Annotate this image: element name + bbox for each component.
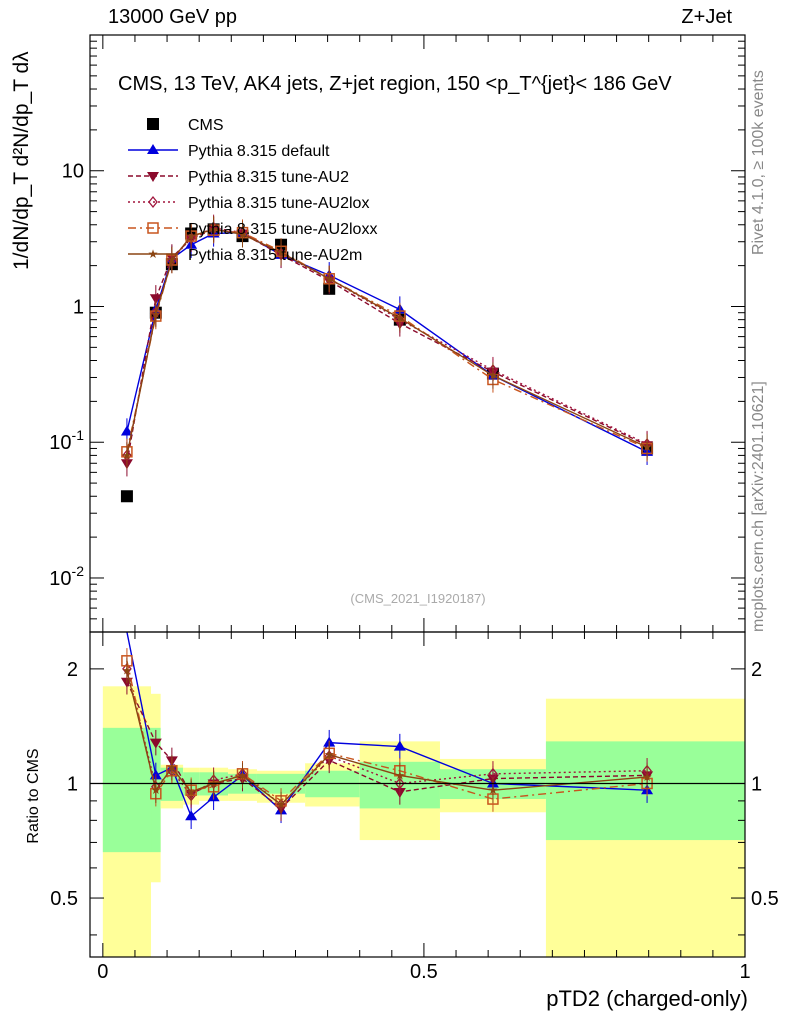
legend: CMS Pythia 8.315 default Pythia 8.315 tune… <box>128 117 377 264</box>
ratio-point-default <box>185 810 198 821</box>
point-au2m: ★ <box>166 253 177 267</box>
legend-label-default: Pythia 8.315 default <box>188 143 330 160</box>
point-au2m: ★ <box>150 307 161 321</box>
rivet-label: Rivet 4.1.0, ≥ 100k events <box>750 70 767 255</box>
ratio-point-au2m: ★ <box>122 664 133 678</box>
legend-label-au2lox: Pythia 8.315 tune-AU2lox <box>188 195 369 212</box>
legend-label-au2m: Pythia 8.315 tune-AU2m <box>188 247 362 264</box>
ratio-point-default <box>393 740 406 751</box>
point-au2m: ★ <box>122 448 133 462</box>
y-tick-label: 10 <box>62 161 84 183</box>
ratio-point-au2m: ★ <box>488 783 499 797</box>
point-au2m: ★ <box>208 222 219 236</box>
series-line-default <box>126 231 648 453</box>
ratio-y-tick-label: 2 <box>67 659 78 681</box>
point-au2m: ★ <box>237 227 248 241</box>
x-tick-label: 0.5 <box>410 961 438 983</box>
series-line-au2 <box>126 228 648 464</box>
header-right: Z+Jet <box>681 6 732 28</box>
ratio-uncertainty-bands <box>102 686 745 957</box>
legend-marker-au2loxx <box>147 222 159 234</box>
legend-marker-au2m: ★ <box>148 247 159 261</box>
main-series-lines: ★ ★ ★ ★ ★ ★ ★ ★ ★ ★ ★ <box>120 214 654 503</box>
ratio-y-axis-label: Ratio to CMS <box>25 748 42 843</box>
ratio-point-au2m: ★ <box>394 768 405 782</box>
x-tick-label: 1 <box>739 961 750 983</box>
point-au2m: ★ <box>642 440 653 454</box>
y-tick-label: 1 <box>73 296 84 318</box>
legend-marker-cms <box>147 118 159 130</box>
legend-label-cms: CMS <box>188 117 224 134</box>
svg-text:1/dN/dp_T d²N/dp_T dλ: 1/dN/dp_T d²N/dp_T dλ <box>10 51 33 270</box>
point-au2m: ★ <box>186 229 197 243</box>
ratio-point-au2m: ★ <box>166 761 177 775</box>
ratio-point-au2m: ★ <box>150 783 161 797</box>
point-cms <box>120 490 133 503</box>
legend-label-au2loxx: Pythia 8.315 tune-AU2loxx <box>188 221 377 238</box>
ratio-point-au2 <box>149 738 162 749</box>
band-inner <box>102 727 152 853</box>
point-default <box>120 425 133 436</box>
point-au2 <box>149 294 162 305</box>
ratio-y-tick-label: 0.5 <box>751 888 779 910</box>
ratio-point-au2m: ★ <box>276 798 287 812</box>
ratio-y-tick-label: 2 <box>751 659 762 681</box>
x-axis-label: pTD2 (charged-only) <box>546 986 748 1011</box>
point-au2m: ★ <box>324 272 335 286</box>
ratio-y-tick-label: 1 <box>751 773 762 795</box>
main-y-axis-label: 1/dN/dp_T d²N/dp_T dλ <box>10 51 33 270</box>
point-au2m: ★ <box>488 369 499 383</box>
legend-marker-au2lox <box>148 195 158 209</box>
ratio-line-au2 <box>126 681 648 810</box>
mcplots-label: mcplots.cern.ch [arXiv:2401.10621] <box>750 381 767 632</box>
legend-marker-au2 <box>147 172 159 182</box>
ratio-point-au2m: ★ <box>186 785 197 799</box>
ratio-y-tick-label: 1 <box>67 773 78 795</box>
main-title: CMS, 13 TeV, AK4 jets, Z+jet region, 150… <box>118 73 672 95</box>
y-tick-label: 10-1 <box>49 427 84 454</box>
axes: 10-2 10-1 1 10 0 0.5 1 0.5 0.5 1 1 2 2 <box>49 34 779 983</box>
legend-marker-default <box>147 144 159 154</box>
header-left: 13000 GeV pp <box>108 6 237 28</box>
ratio-frame <box>89 631 746 958</box>
point-au2m: ★ <box>394 311 405 325</box>
ratio-series-lines: ★★★★★★★★★★★ <box>90 631 745 829</box>
ratio-point-au2m: ★ <box>642 770 653 784</box>
point-au2m: ★ <box>276 245 287 259</box>
x-tick-label: 0 <box>97 961 108 983</box>
ratio-y-tick-label: 0.5 <box>50 888 78 910</box>
ratio-point-au2m: ★ <box>324 748 335 762</box>
legend-label-au2: Pythia 8.315 tune-AU2 <box>188 169 349 186</box>
ratio-point-au2m: ★ <box>237 768 248 782</box>
y-tick-label: 10-2 <box>49 563 84 590</box>
analysis-watermark: (CMS_2021_I1920187) <box>350 591 485 606</box>
ratio-point-au2lox <box>395 777 405 790</box>
